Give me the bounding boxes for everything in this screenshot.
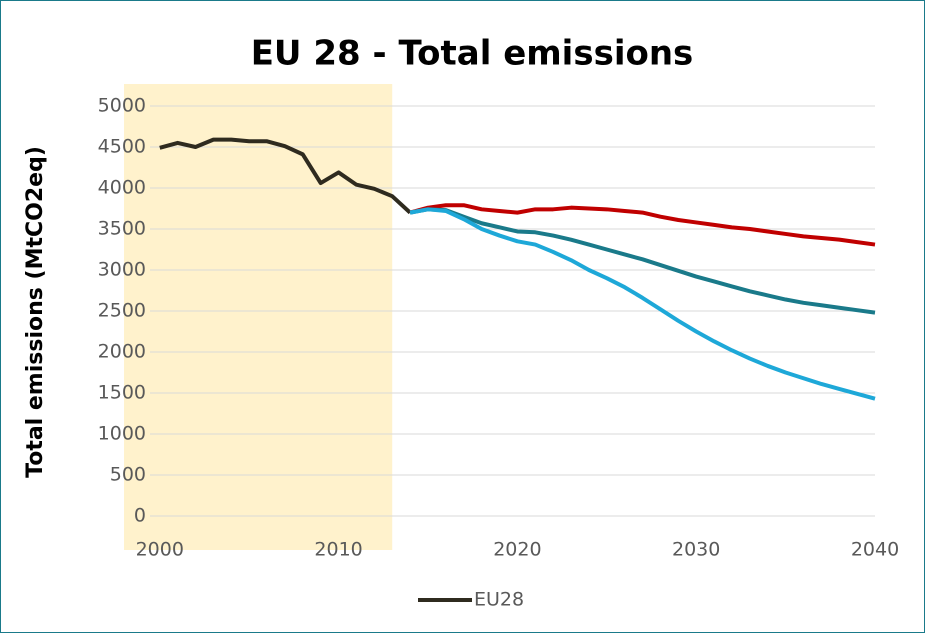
y-tick-label: 1500 (98, 382, 146, 404)
y-tick-label: 4000 (98, 177, 146, 199)
x-tick-label: 2020 (493, 539, 541, 561)
background (124, 84, 875, 550)
chart-title: EU 28 - Total emissions (251, 34, 694, 74)
x-tick-label: 2030 (672, 539, 720, 561)
x-tick-label: 2000 (136, 539, 184, 561)
y-tick-label: 2000 (98, 341, 146, 363)
y-tick-label: 4500 (98, 136, 146, 158)
series-line (159, 137, 412, 215)
series-line (409, 203, 876, 247)
y-axis-label: Total emissions (MtCO2eq) (23, 146, 48, 478)
legend-label: EU28 (474, 589, 524, 611)
y-tick-label: 5000 (98, 95, 146, 117)
x-tick-label: 2010 (314, 539, 362, 561)
series-line (409, 207, 876, 401)
y-tick-label: 1000 (98, 423, 146, 445)
y-tick-label: 3000 (98, 259, 146, 281)
y-tick-label: 3500 (98, 218, 146, 240)
y-tick-label: 0 (134, 505, 146, 527)
x-tick-label: 2040 (851, 539, 899, 561)
y-tick-label: 500 (110, 464, 146, 486)
series-line (409, 207, 876, 315)
y-tick-label: 2500 (98, 300, 146, 322)
highlight-band (124, 84, 393, 550)
